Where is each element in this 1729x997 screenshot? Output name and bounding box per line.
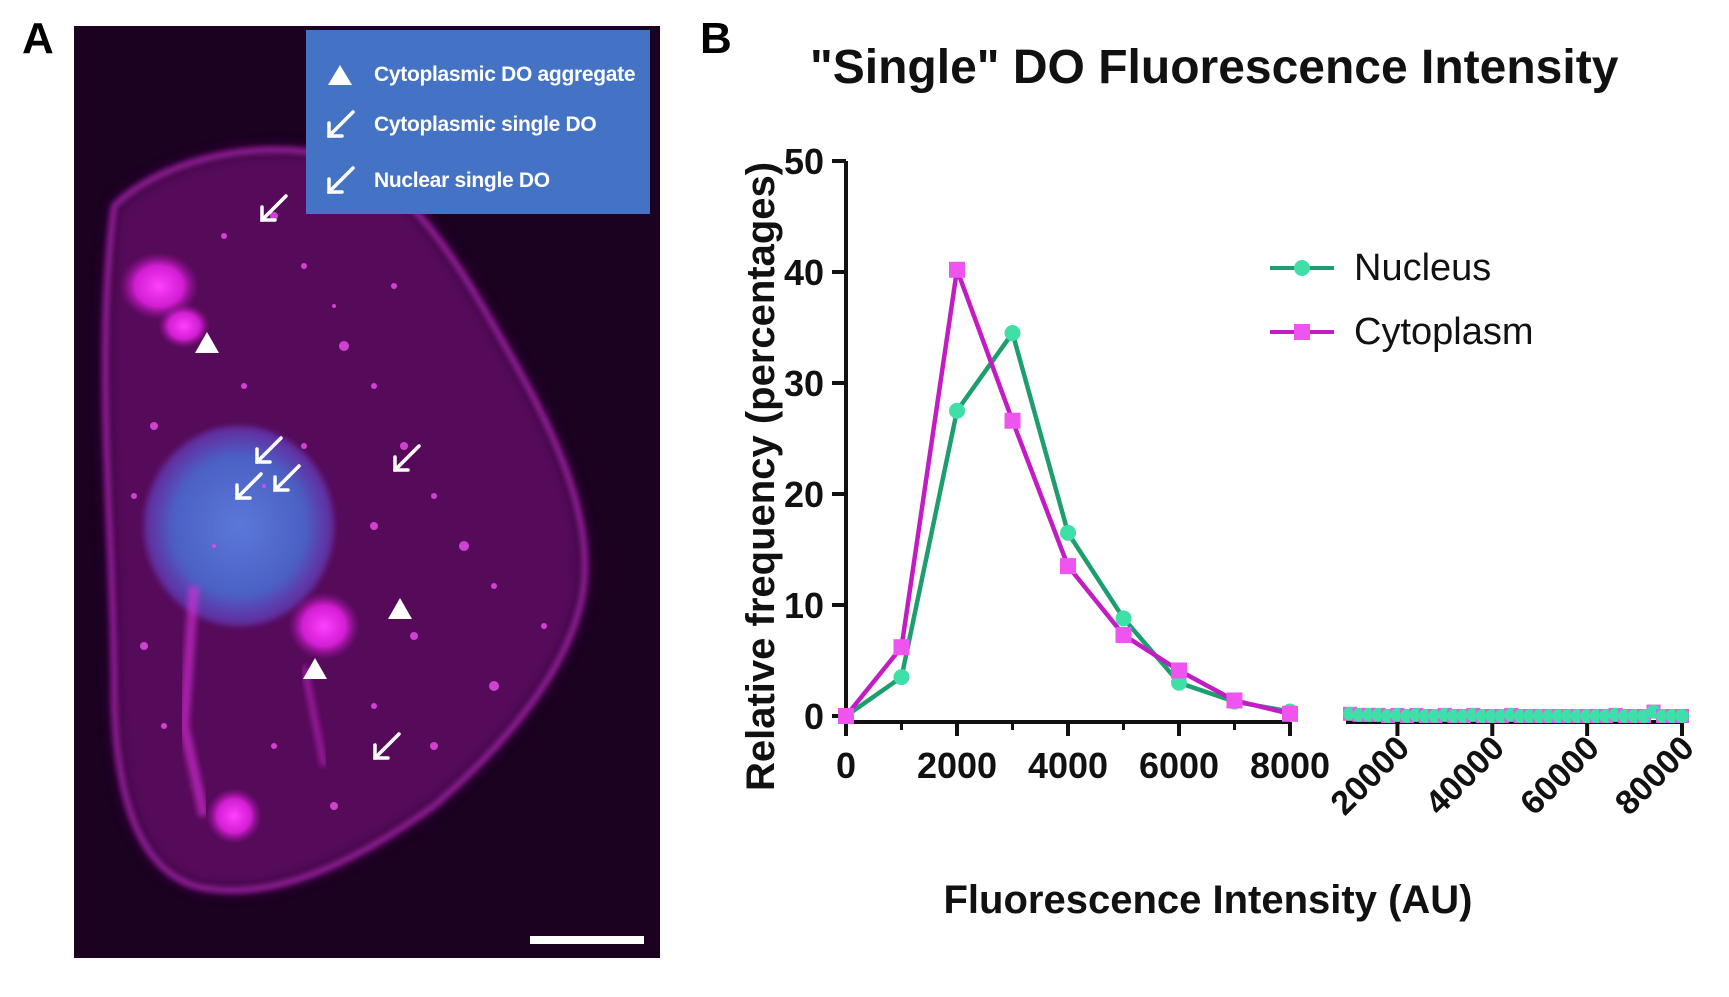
- legend-symbol-cytoplasm: [1270, 322, 1334, 342]
- data-point-nucleus: [1004, 325, 1021, 342]
- legend-entry-nucleus: Nucleus: [1270, 236, 1534, 300]
- data-point-nucleus: [893, 669, 910, 686]
- y-tick-label: 40: [784, 252, 824, 293]
- data-point-cytoplasm: [1115, 626, 1132, 643]
- legend-row-cytoplasmic-single: Cytoplasmic single DO: [318, 108, 597, 142]
- data-point-cytoplasm: [1171, 662, 1187, 679]
- y-tick-label: 30: [784, 363, 824, 404]
- legend-symbol-nucleus: [1270, 258, 1334, 278]
- white-arrow-icon: [318, 108, 362, 142]
- data-point-cytoplasm: [1004, 412, 1021, 429]
- data-point-nucleus: [949, 402, 965, 419]
- line-chart: "Single" DO Fluorescence Intensity Relat…: [700, 0, 1729, 997]
- panel-a-letter: A: [22, 14, 54, 63]
- x-tick-label: 6000: [1139, 745, 1219, 786]
- micrograph-legend: Cytoplasmic DO aggregate Cytoplasmic sin…: [306, 30, 650, 214]
- data-point-cytoplasm: [893, 639, 910, 656]
- x-tick-label-rotated: 20000: [1323, 729, 1417, 823]
- series-line-nucleus: [844, 330, 1291, 718]
- data-point-cytoplasm: [949, 261, 965, 278]
- x-tick-label-rotated: 60000: [1513, 729, 1607, 823]
- data-point-cytoplasm: [1282, 705, 1298, 722]
- data-point-nucleus: [1115, 610, 1132, 627]
- x-tick-label-rotated: 40000: [1418, 729, 1512, 823]
- x-tick-label: 4000: [1028, 745, 1108, 786]
- legend-label-aggregate: Cytoplasmic DO aggregate: [374, 63, 636, 86]
- legend-label-cytoplasmic-single: Cytoplasmic single DO: [374, 113, 597, 136]
- y-tick-label: 50: [784, 141, 824, 182]
- legend-label-nuclear-single: Nuclear single DO: [374, 169, 550, 192]
- legend-row-nuclear-single: Nuclear single DO: [318, 164, 550, 198]
- legend-label-nucleus: Nucleus: [1354, 246, 1492, 289]
- chart-title: "Single" DO Fluorescence Intensity: [810, 41, 1619, 94]
- series-line-cytoplasm: [844, 267, 1291, 718]
- y-tick-label: 10: [784, 585, 824, 626]
- x-tick-label: 8000: [1250, 745, 1330, 786]
- y-tick-label: 0: [804, 696, 824, 737]
- data-point-cytoplasm: [1226, 692, 1243, 709]
- chart-legend: Nucleus Cytoplasm: [1270, 236, 1534, 364]
- white-arrow-icon: [318, 164, 362, 198]
- legend-entry-cytoplasm: Cytoplasm: [1270, 300, 1534, 364]
- y-tick-label: 20: [784, 474, 824, 515]
- white-triangle-icon: [318, 58, 362, 92]
- data-point-nucleus: [1171, 674, 1187, 691]
- x-tick-label: 2000: [917, 745, 997, 786]
- panel-b-letter: B: [700, 14, 732, 63]
- scale-bar: [530, 936, 644, 944]
- x-tick-label: 0: [836, 745, 856, 786]
- data-point-cytoplasm: [1060, 558, 1076, 575]
- x-axis-label: Fluorescence Intensity (AU): [943, 878, 1473, 922]
- data-point-nucleus: [1060, 524, 1076, 541]
- legend-label-cytoplasm: Cytoplasm: [1354, 310, 1534, 353]
- x-tick-label-rotated: 80000: [1608, 729, 1702, 823]
- data-point-cytoplasm: [838, 708, 854, 724]
- legend-row-aggregate: Cytoplasmic DO aggregate: [318, 58, 636, 92]
- micrograph-image: [102, 147, 588, 893]
